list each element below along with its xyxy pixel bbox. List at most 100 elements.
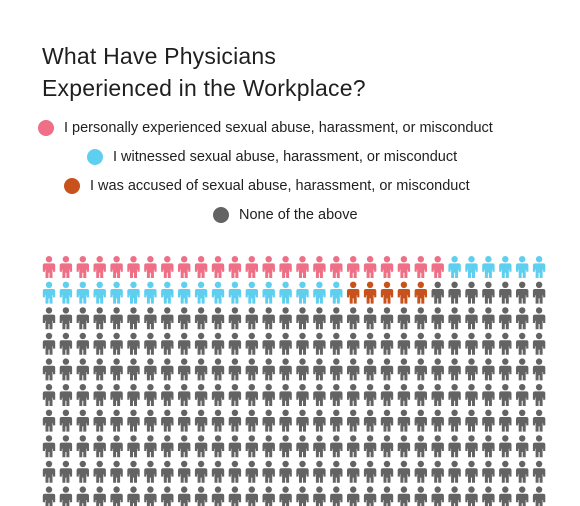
person-icon-none bbox=[279, 409, 292, 432]
legend-label-witnessed: I witnessed sexual abuse, harassment, or… bbox=[113, 149, 458, 165]
person-icon-none bbox=[279, 307, 292, 330]
person-icon-none bbox=[532, 409, 546, 432]
person-icon-none bbox=[93, 384, 106, 406]
person-icon-witnessed bbox=[228, 281, 242, 304]
person-icon-none bbox=[262, 409, 275, 432]
person-icon-none bbox=[93, 460, 106, 483]
person-icon-none bbox=[397, 358, 411, 381]
person-icon-none bbox=[499, 409, 512, 432]
person-icon-none bbox=[499, 281, 512, 304]
person-icon-none bbox=[516, 281, 529, 304]
person-icon-none bbox=[532, 460, 546, 483]
person-icon-none bbox=[499, 384, 512, 406]
person-icon-none bbox=[194, 435, 208, 458]
person-icon-none bbox=[178, 307, 191, 330]
person-icon-none bbox=[228, 332, 242, 355]
person-icon-none bbox=[330, 332, 343, 355]
person-icon-none bbox=[144, 332, 157, 355]
person-icon-none bbox=[245, 409, 258, 432]
person-icon-none bbox=[431, 384, 444, 406]
person-icon-none bbox=[347, 384, 360, 406]
person-icon-none bbox=[127, 332, 140, 355]
person-icon-none bbox=[363, 409, 377, 432]
person-icon-none bbox=[296, 358, 309, 381]
person-icon-none bbox=[279, 435, 292, 458]
person-icon-none bbox=[211, 460, 225, 483]
person-icon-none bbox=[482, 307, 495, 330]
person-icon-none bbox=[194, 486, 208, 506]
person-icon-none bbox=[76, 460, 89, 483]
person-icon-witnessed bbox=[194, 281, 208, 304]
person-icon-none bbox=[363, 460, 377, 483]
person-icon-none bbox=[482, 486, 495, 506]
person-icon-none bbox=[194, 307, 208, 330]
person-icon-none bbox=[178, 460, 191, 483]
person-icon-none bbox=[211, 384, 225, 406]
person-icon-none bbox=[296, 460, 309, 483]
person-icon-none bbox=[482, 460, 495, 483]
person-icon-none bbox=[161, 409, 174, 432]
person-icon-none bbox=[313, 486, 326, 506]
person-icon-none bbox=[532, 358, 546, 381]
person-icon-none bbox=[414, 384, 427, 406]
person-icon-none bbox=[76, 332, 89, 355]
person-icon-none bbox=[42, 435, 56, 458]
person-icon-none bbox=[347, 307, 360, 330]
person-icon-none bbox=[347, 435, 360, 458]
person-icon-personally-experienced bbox=[279, 256, 292, 278]
person-icon-none bbox=[76, 486, 89, 506]
person-icon-none bbox=[330, 460, 343, 483]
person-icon-none bbox=[532, 486, 546, 506]
person-icon-none bbox=[465, 460, 478, 483]
person-icon-none bbox=[245, 384, 258, 406]
person-icon-none bbox=[178, 358, 191, 381]
person-icon-none bbox=[414, 435, 427, 458]
person-icon-none bbox=[144, 486, 157, 506]
person-icon-none bbox=[228, 384, 242, 406]
person-icon-none bbox=[144, 435, 157, 458]
person-icon-none bbox=[465, 281, 478, 304]
person-icon-none bbox=[262, 358, 275, 381]
person-icon-none bbox=[465, 409, 478, 432]
person-icon-none bbox=[347, 358, 360, 381]
person-icon-none bbox=[330, 409, 343, 432]
person-icon-personally-experienced bbox=[245, 256, 258, 278]
person-icon-none bbox=[194, 460, 208, 483]
person-icon-none bbox=[330, 384, 343, 406]
person-icon-none bbox=[110, 332, 123, 355]
person-icon-none bbox=[262, 435, 275, 458]
person-icon-none bbox=[59, 358, 73, 381]
person-icon-personally-experienced bbox=[228, 256, 242, 278]
person-icon-none bbox=[532, 307, 546, 330]
chart-title-line-2: Experienced in the Workplace? bbox=[42, 75, 366, 101]
person-icon-none bbox=[127, 384, 140, 406]
person-icon-none bbox=[397, 409, 411, 432]
person-icon-none bbox=[363, 332, 377, 355]
person-icon-none bbox=[262, 384, 275, 406]
person-icon-none bbox=[347, 332, 360, 355]
person-icon-none bbox=[532, 281, 546, 304]
person-icon-none bbox=[414, 409, 427, 432]
person-icon-none bbox=[330, 358, 343, 381]
person-icon-none bbox=[296, 332, 309, 355]
person-icon-none bbox=[465, 384, 478, 406]
person-icon-none bbox=[211, 307, 225, 330]
person-icon-none bbox=[228, 307, 242, 330]
person-icon-none bbox=[211, 435, 225, 458]
person-icon-none bbox=[144, 384, 157, 406]
legend-item-accused: I was accused of sexual abuse, harassmen… bbox=[64, 178, 470, 194]
person-icon-none bbox=[279, 486, 292, 506]
person-icon-none bbox=[110, 486, 123, 506]
person-icon-personally-experienced bbox=[59, 256, 73, 278]
legend-item-witnessed: I witnessed sexual abuse, harassment, or… bbox=[87, 149, 457, 165]
person-icon-accused bbox=[363, 281, 377, 304]
legend-label-accused: I was accused of sexual abuse, harassmen… bbox=[90, 178, 470, 194]
person-icon-none bbox=[262, 460, 275, 483]
person-icon-personally-experienced bbox=[76, 256, 89, 278]
person-icon-none bbox=[76, 409, 89, 432]
person-icon-witnessed bbox=[127, 281, 140, 304]
person-icon-none bbox=[532, 435, 546, 458]
person-icon-none bbox=[93, 332, 106, 355]
person-icon-personally-experienced bbox=[431, 256, 444, 278]
person-icon-none bbox=[194, 409, 208, 432]
